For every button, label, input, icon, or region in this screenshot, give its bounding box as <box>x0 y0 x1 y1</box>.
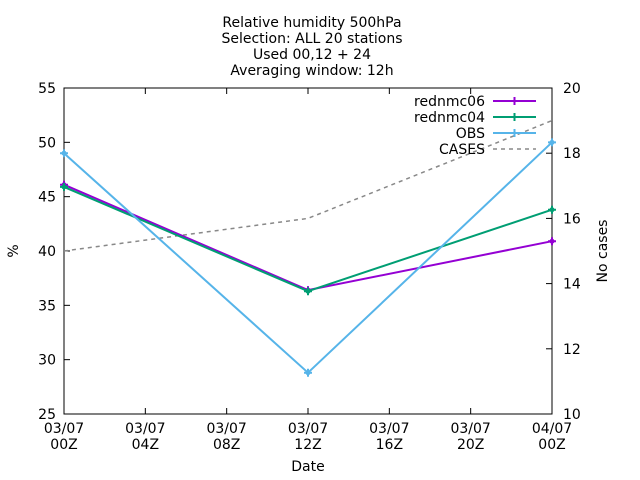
x-axis-label: Date <box>291 459 324 475</box>
y2-tick-label: 16 <box>563 211 581 227</box>
y-tick-label: 55 <box>38 81 56 97</box>
x-tick-date: 03/07 <box>206 421 246 437</box>
x-tick-date: 03/07 <box>369 421 409 437</box>
series-line-rednmc06 <box>63 183 553 292</box>
y2-tick-label: 14 <box>563 277 581 293</box>
data-point-dot-obs <box>61 150 67 156</box>
x-tick-date: 03/07 <box>288 421 328 437</box>
x-tick-hour: 04Z <box>132 437 159 453</box>
title-line: Relative humidity 500hPa <box>222 15 401 31</box>
legend-label-obs: OBS <box>456 126 485 142</box>
legend-label-cases: CASES <box>439 142 485 158</box>
x-tick-hour: 12Z <box>294 437 321 453</box>
y2-tick-label: 12 <box>563 342 581 358</box>
data-point-dot-obs <box>549 139 555 145</box>
data-point-dot-rednmc04 <box>549 207 555 213</box>
series-line-obs <box>63 141 553 375</box>
title-line: Used 00,12 + 24 <box>253 47 371 63</box>
y-tick-label: 40 <box>38 244 56 260</box>
x-tick-hour: 08Z <box>213 437 240 453</box>
legend-label-rednmc06: rednmc06 <box>414 94 485 110</box>
x-tick-date: 03/07 <box>44 421 84 437</box>
data-point-dot-obs <box>305 370 311 376</box>
legend-marker-rednmc06 <box>510 97 519 105</box>
x-tick-hour: 20Z <box>457 437 484 453</box>
x-tick-hour: 00Z <box>538 437 565 453</box>
title-line: Selection: ALL 20 stations <box>221 31 402 47</box>
data-point-dot-rednmc04 <box>305 288 311 294</box>
x-tick-hour: 00Z <box>50 437 77 453</box>
y2-tick-label: 20 <box>563 81 581 97</box>
x-tick-date: 03/07 <box>125 421 165 437</box>
y-tick-label: 45 <box>38 190 56 206</box>
legend-label-rednmc04: rednmc04 <box>414 110 485 126</box>
y-tick-label: 35 <box>38 298 56 314</box>
title-line: Averaging window: 12h <box>230 63 393 79</box>
x-tick-date: 03/07 <box>450 421 490 437</box>
legend-marker-obs <box>510 129 519 137</box>
series-line-cases <box>63 119 553 252</box>
series-line-rednmc04 <box>63 185 553 293</box>
y2-axis-label: No cases <box>595 220 611 283</box>
data-point-dot-rednmc04 <box>61 184 67 190</box>
y-tick-label: 50 <box>38 135 56 151</box>
y-axis: 25 30 35 40 45 50 55 <box>38 81 70 423</box>
y2-axis: 10 12 14 16 18 20 <box>546 81 581 423</box>
x-axis: 03/0700Z03/0704Z03/0708Z03/0712Z03/0716Z… <box>44 88 572 453</box>
y2-tick-label: 18 <box>563 146 581 162</box>
series-lines <box>60 119 556 377</box>
x-tick-hour: 16Z <box>376 437 403 453</box>
data-point-dot-rednmc06 <box>549 238 555 244</box>
y-tick-label: 25 <box>38 407 56 423</box>
y-tick-label: 30 <box>38 353 56 369</box>
y-axis-label: % <box>6 244 22 257</box>
x-tick-date: 04/07 <box>532 421 572 437</box>
legend-marker-rednmc04 <box>510 113 519 121</box>
y2-tick-label: 10 <box>563 407 581 423</box>
